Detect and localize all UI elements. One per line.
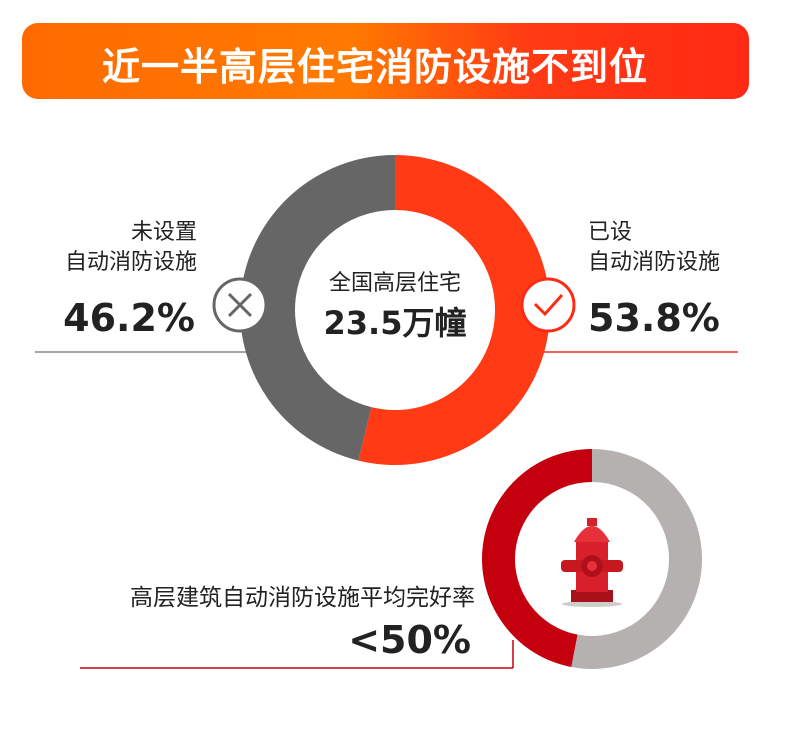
bottom-label: 高层建筑自动消防设施平均完好率 bbox=[130, 585, 475, 611]
donut-slice bbox=[482, 449, 592, 668]
x-icon bbox=[212, 277, 268, 333]
donut-slice bbox=[358, 155, 551, 465]
title-banner: 近一半高层住宅消防设施不到位 bbox=[22, 23, 749, 99]
right-label-line2: 自动消防设施 bbox=[588, 250, 721, 275]
left-label: 未设置 自动消防设施 bbox=[65, 218, 197, 278]
right-value: 53.8% bbox=[588, 296, 720, 340]
check-icon bbox=[520, 277, 576, 333]
right-label: 已设 自动消防设施 bbox=[588, 218, 720, 278]
donut-slice bbox=[240, 155, 395, 461]
center-value: 23.5万幢 bbox=[323, 304, 467, 342]
center-label: 全国高层住宅 bbox=[328, 271, 461, 296]
donut-slice bbox=[571, 449, 703, 669]
title: 近一半高层住宅消防设施不到位 bbox=[102, 45, 649, 89]
fire-hydrant-icon bbox=[561, 518, 623, 607]
left-label-line2: 自动消防设施 bbox=[64, 250, 197, 275]
left-value: 46.2% bbox=[63, 296, 195, 340]
right-label-line1: 已设 bbox=[588, 220, 633, 245]
bottom-value: <50% bbox=[348, 618, 471, 662]
left-label-line1: 未设置 bbox=[130, 220, 197, 245]
